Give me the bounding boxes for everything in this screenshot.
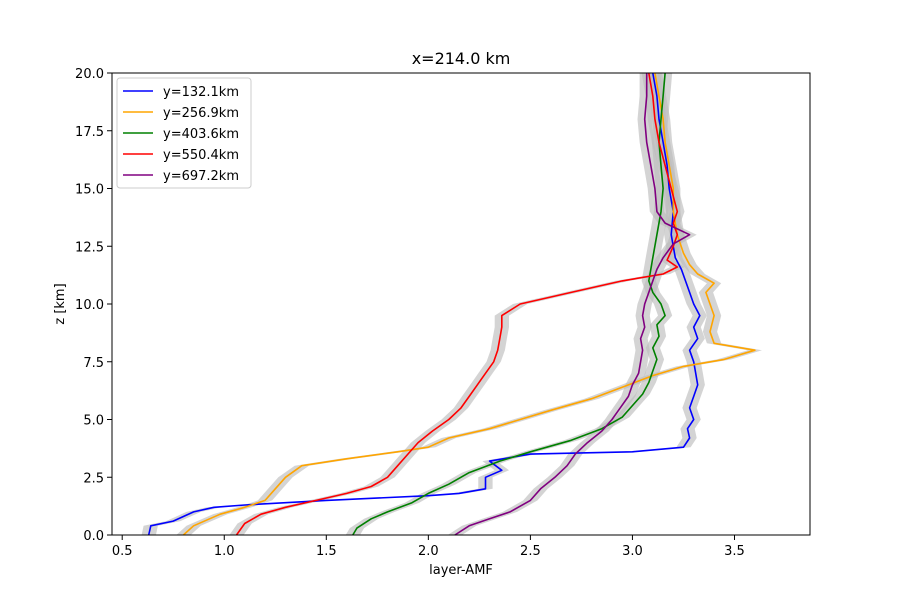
- y-tick-label: 7.5: [83, 356, 104, 371]
- x-tick-label: 2.0: [418, 544, 439, 559]
- y-tick-label: 17.5: [75, 125, 104, 140]
- series-line-y-256-9km: [182, 72, 756, 536]
- chart-title: x=214.0 km: [412, 49, 511, 68]
- band-y-697-2km: [447, 73, 697, 535]
- series-line-y-550-4km: [235, 72, 679, 536]
- x-tick-label: 0.5: [112, 544, 133, 559]
- legend-box: [116, 77, 252, 189]
- y-tick-label: 0.0: [83, 529, 104, 544]
- series-line-y-697-2km: [454, 73, 691, 536]
- legend-label: y=132.1km: [163, 85, 239, 100]
- legend-label: y=697.2km: [163, 169, 239, 184]
- legend-label: y=403.6km: [163, 127, 239, 142]
- series-line-y-403-6km: [352, 72, 666, 536]
- y-tick-label: 10.0: [75, 298, 104, 313]
- x-tick-label: 2.5: [520, 544, 541, 559]
- y-tick-label: 15.0: [75, 183, 104, 198]
- series-lines: [147, 72, 756, 536]
- uncertainty-bands: [141, 73, 763, 535]
- x-axis: 0.5 1.0 1.5 2.0 2.5 3.0 3.5: [112, 535, 745, 559]
- x-axis-label: layer-AMF: [429, 563, 493, 578]
- legend: y=132.1km y=256.9km y=403.6km y=550.4km y=69…: [116, 77, 252, 189]
- y-axis: 0.0 2.5 5.0 7.5 10.0 12.5 15.0 17.5 20.0: [75, 67, 112, 544]
- y-axis-label: z [km]: [53, 283, 68, 324]
- band-y-256-9km: [176, 73, 763, 535]
- y-tick-label: 2.5: [83, 471, 104, 486]
- y-tick-label: 20.0: [75, 67, 104, 82]
- x-tick-label: 1.0: [214, 544, 235, 559]
- legend-label: y=256.9km: [163, 106, 239, 121]
- y-tick-label: 5.0: [83, 414, 104, 429]
- legend-label: y=550.4km: [163, 148, 239, 163]
- x-tick-label: 3.5: [724, 544, 745, 559]
- x-tick-label: 1.5: [316, 544, 337, 559]
- y-tick-label: 12.5: [75, 240, 104, 255]
- x-tick-label: 3.0: [622, 544, 643, 559]
